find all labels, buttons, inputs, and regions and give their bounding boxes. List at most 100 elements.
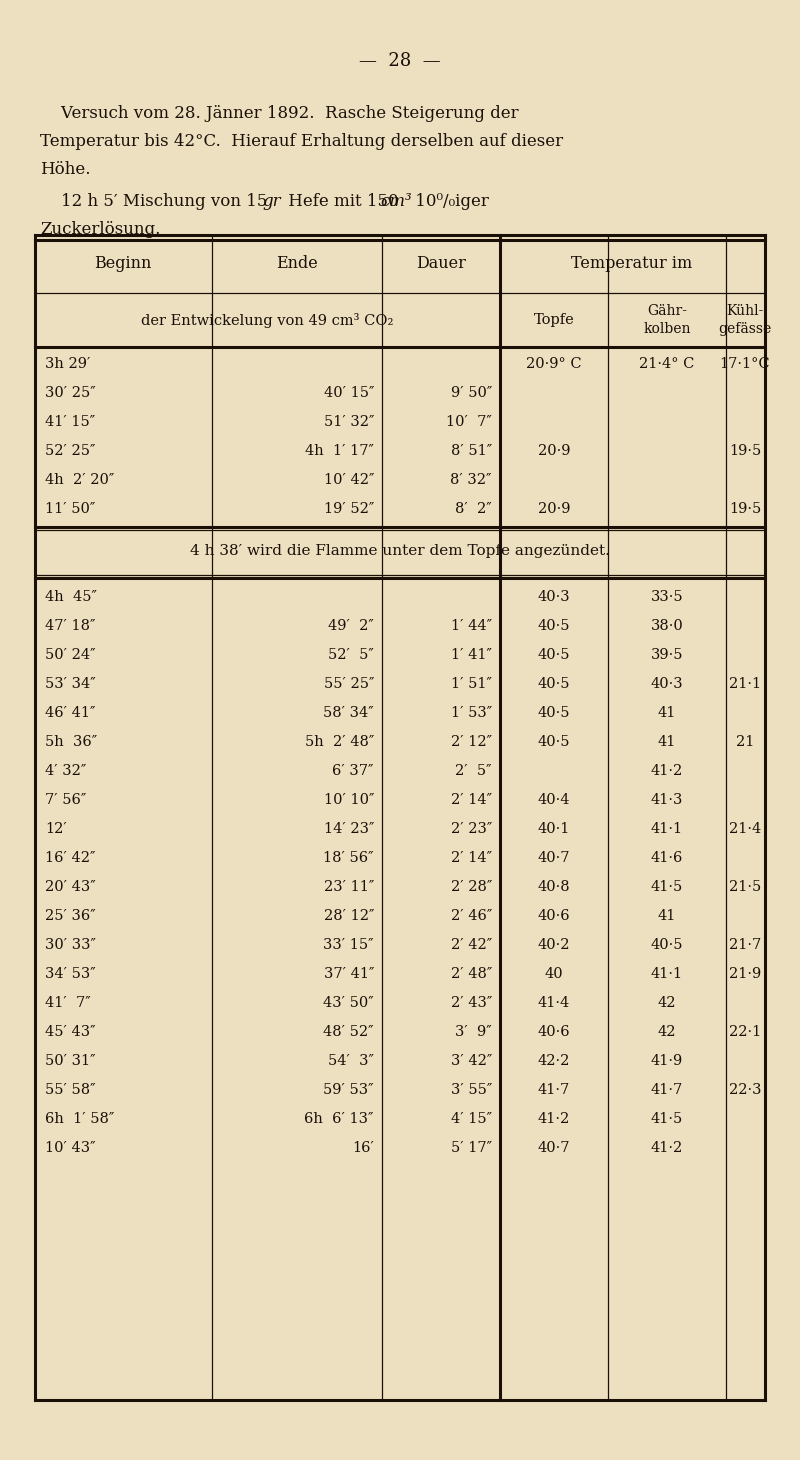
Text: 2′ 48″: 2′ 48″: [450, 967, 492, 981]
Text: 10′ 42″: 10′ 42″: [323, 473, 374, 488]
Text: 41·2: 41·2: [651, 1140, 683, 1155]
Text: 52′ 25″: 52′ 25″: [45, 444, 95, 458]
Text: 43′ 50″: 43′ 50″: [323, 996, 374, 1010]
Text: 2′ 12″: 2′ 12″: [451, 734, 492, 749]
Text: 17·1°C: 17·1°C: [720, 358, 770, 371]
Text: 12′: 12′: [45, 822, 66, 835]
Text: 7′ 56″: 7′ 56″: [45, 793, 86, 807]
Text: 3h 29′: 3h 29′: [45, 358, 90, 371]
Text: 41: 41: [658, 908, 676, 923]
Text: 16′ 42″: 16′ 42″: [45, 851, 95, 864]
Text: 6h  1′ 58″: 6h 1′ 58″: [45, 1113, 114, 1126]
Text: 28′ 12″: 28′ 12″: [323, 908, 374, 923]
Text: 41·2: 41·2: [651, 764, 683, 778]
Text: 4′ 32″: 4′ 32″: [45, 764, 86, 778]
Text: 40·1: 40·1: [538, 822, 570, 835]
Text: 46′ 41″: 46′ 41″: [45, 705, 95, 720]
Text: 41: 41: [658, 734, 676, 749]
Text: 41·6: 41·6: [651, 851, 683, 864]
Text: 2′ 14″: 2′ 14″: [451, 851, 492, 864]
Text: 40·3: 40·3: [650, 677, 683, 691]
Text: Versuch vom 28. Jänner 1892.  Rasche Steigerung der: Versuch vom 28. Jänner 1892. Rasche Stei…: [40, 105, 518, 123]
Text: 6′ 37″: 6′ 37″: [333, 764, 374, 778]
Text: 18′ 56″: 18′ 56″: [323, 851, 374, 864]
Text: 8′ 51″: 8′ 51″: [450, 444, 492, 458]
Text: 2′ 23″: 2′ 23″: [450, 822, 492, 835]
Text: 10′ 43″: 10′ 43″: [45, 1140, 96, 1155]
Text: 58′ 34″: 58′ 34″: [323, 705, 374, 720]
Text: 41·4: 41·4: [538, 996, 570, 1010]
Text: 41·1: 41·1: [651, 822, 683, 835]
Text: 49′  2″: 49′ 2″: [328, 619, 374, 632]
Text: 1′ 41″: 1′ 41″: [451, 648, 492, 661]
Text: 33·5: 33·5: [650, 590, 683, 604]
Text: 41·7: 41·7: [538, 1083, 570, 1096]
Text: 10′ 10″: 10′ 10″: [323, 793, 374, 807]
Text: 21·4: 21·4: [729, 822, 761, 835]
Text: 48′ 52″: 48′ 52″: [323, 1025, 374, 1040]
Text: —  28  —: — 28 —: [359, 53, 441, 70]
Text: 19·5: 19·5: [729, 502, 761, 517]
Text: Zuckerlösung.: Zuckerlösung.: [40, 220, 160, 238]
Text: 2′ 28″: 2′ 28″: [450, 880, 492, 894]
Text: 50′ 31″: 50′ 31″: [45, 1054, 96, 1067]
Text: 23′ 11″: 23′ 11″: [324, 880, 374, 894]
Text: 11′ 50″: 11′ 50″: [45, 502, 95, 517]
Text: Topfe: Topfe: [534, 312, 574, 327]
Text: 41·5: 41·5: [651, 880, 683, 894]
Text: 3′ 55″: 3′ 55″: [450, 1083, 492, 1096]
Text: 3′ 42″: 3′ 42″: [450, 1054, 492, 1067]
Text: 22·3: 22·3: [729, 1083, 762, 1096]
Text: 19·5: 19·5: [729, 444, 761, 458]
Text: 21·4° C: 21·4° C: [639, 358, 694, 371]
Text: 4h  2′ 20″: 4h 2′ 20″: [45, 473, 114, 488]
Text: 30′ 33″: 30′ 33″: [45, 937, 96, 952]
Text: 40·5: 40·5: [538, 705, 570, 720]
Text: 21·7: 21·7: [729, 937, 761, 952]
Text: 34′ 53″: 34′ 53″: [45, 967, 96, 981]
Text: 42: 42: [658, 1025, 676, 1040]
Text: 53′ 34″: 53′ 34″: [45, 677, 96, 691]
Text: Temperatur im: Temperatur im: [571, 255, 693, 273]
Text: 41·2: 41·2: [538, 1113, 570, 1126]
Text: 20·9: 20·9: [538, 444, 570, 458]
Text: 6h  6′ 13″: 6h 6′ 13″: [305, 1113, 374, 1126]
Text: 5h  36″: 5h 36″: [45, 734, 98, 749]
Text: 20·9° C: 20·9° C: [526, 358, 582, 371]
Text: 2′ 42″: 2′ 42″: [450, 937, 492, 952]
Text: 59′ 53″: 59′ 53″: [323, 1083, 374, 1096]
Text: 33′ 15″: 33′ 15″: [323, 937, 374, 952]
Text: 20′ 43″: 20′ 43″: [45, 880, 96, 894]
Text: 40·4: 40·4: [538, 793, 570, 807]
Text: 10′  7″: 10′ 7″: [446, 416, 492, 429]
Text: 2′  5″: 2′ 5″: [455, 764, 492, 778]
Text: 42·2: 42·2: [538, 1054, 570, 1067]
Text: 19′ 52″: 19′ 52″: [324, 502, 374, 517]
Text: 40·5: 40·5: [538, 619, 570, 632]
Text: 5′ 17″: 5′ 17″: [451, 1140, 492, 1155]
Text: 40·2: 40·2: [538, 937, 570, 952]
Text: Ende: Ende: [276, 255, 318, 273]
Text: 41·7: 41·7: [651, 1083, 683, 1096]
Text: 41: 41: [658, 705, 676, 720]
Text: 1′ 44″: 1′ 44″: [451, 619, 492, 632]
Text: 14′ 23″: 14′ 23″: [323, 822, 374, 835]
Text: 21·1: 21·1: [729, 677, 761, 691]
Text: 1′ 53″: 1′ 53″: [450, 705, 492, 720]
Text: 8′ 32″: 8′ 32″: [450, 473, 492, 488]
Text: 30′ 25″: 30′ 25″: [45, 387, 96, 400]
Text: 40·7: 40·7: [538, 851, 570, 864]
Text: 45′ 43″: 45′ 43″: [45, 1025, 96, 1040]
Text: Temperatur bis 42°C.  Hierauf Erhaltung derselben auf dieser: Temperatur bis 42°C. Hierauf Erhaltung d…: [40, 133, 563, 150]
Text: 40·6: 40·6: [538, 908, 570, 923]
Text: 10⁰/₀iger: 10⁰/₀iger: [410, 193, 489, 210]
Text: 22·1: 22·1: [729, 1025, 761, 1040]
Text: der Entwickelung von 49 cm³ CO₂: der Entwickelung von 49 cm³ CO₂: [141, 312, 393, 327]
Text: 41′ 15″: 41′ 15″: [45, 416, 95, 429]
Text: 12 h 5′ Mischung von 15: 12 h 5′ Mischung von 15: [40, 193, 273, 210]
Text: 55′ 58″: 55′ 58″: [45, 1083, 96, 1096]
Text: Höhe.: Höhe.: [40, 161, 90, 178]
Text: 39·5: 39·5: [650, 648, 683, 661]
Text: 40·5: 40·5: [538, 648, 570, 661]
Text: 40·3: 40·3: [538, 590, 570, 604]
